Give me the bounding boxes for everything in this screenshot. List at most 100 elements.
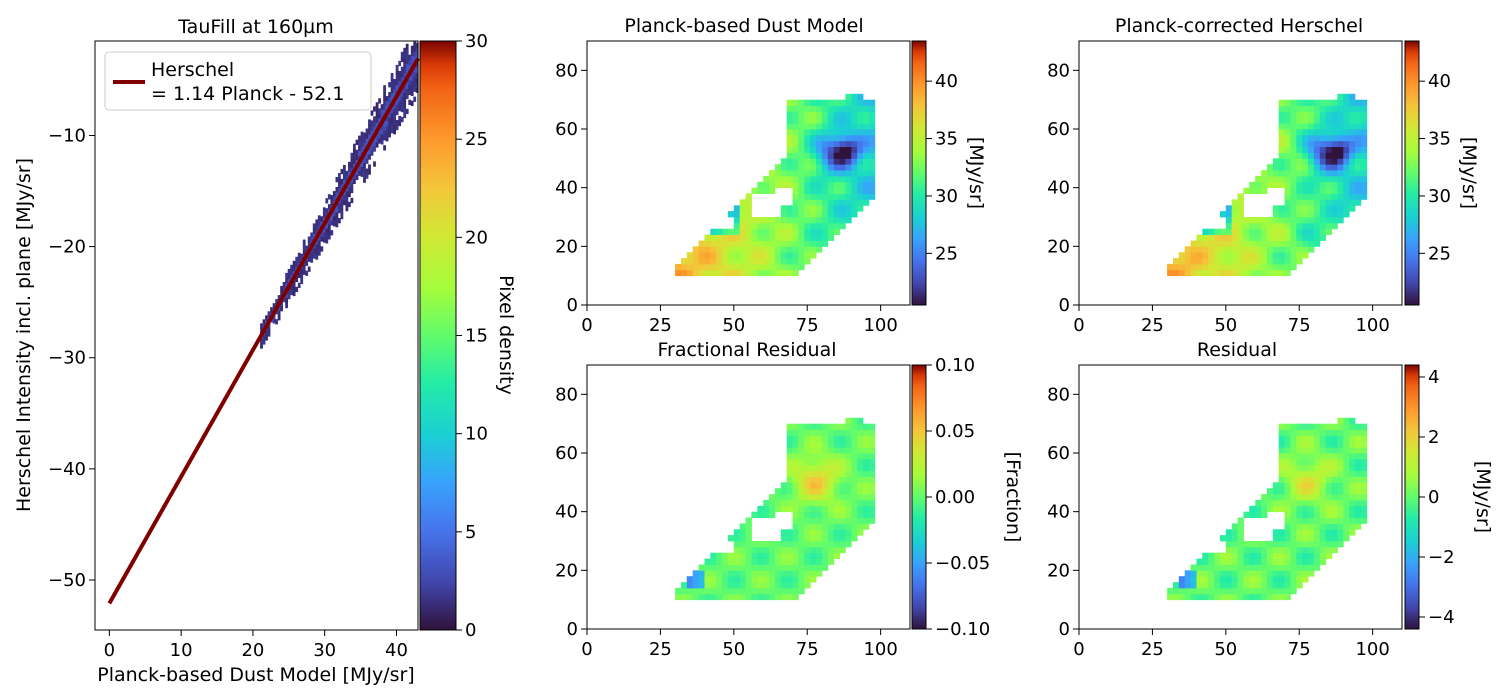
map-pixel bbox=[780, 205, 788, 212]
map-pixel bbox=[792, 535, 799, 542]
map-pixel bbox=[839, 464, 846, 471]
map-pixel bbox=[798, 470, 805, 477]
map-pixel bbox=[1313, 164, 1321, 171]
map-pixel bbox=[692, 570, 699, 577]
density-cell bbox=[305, 245, 309, 251]
map-pixel bbox=[1302, 435, 1309, 442]
map-pixel bbox=[1278, 593, 1285, 601]
map-pixel bbox=[1343, 417, 1350, 425]
map-pixel bbox=[1337, 158, 1344, 165]
map-pixel bbox=[1237, 558, 1244, 565]
map-pixel bbox=[1237, 263, 1244, 271]
density-cell bbox=[280, 291, 283, 297]
map-pixel bbox=[1278, 152, 1285, 159]
map-pixel bbox=[1349, 447, 1356, 454]
map-pixel bbox=[868, 458, 876, 466]
map-pixel bbox=[1349, 470, 1356, 477]
map-pixel bbox=[1302, 170, 1309, 177]
map-pixel bbox=[1331, 546, 1338, 554]
map-pixel bbox=[716, 240, 723, 247]
map-pixel bbox=[804, 582, 811, 589]
density-cell bbox=[363, 162, 366, 168]
map-pixel bbox=[851, 482, 858, 489]
map-pixel bbox=[1331, 205, 1338, 212]
density-cell bbox=[383, 120, 386, 126]
map-pixel bbox=[1202, 552, 1209, 559]
map-pixel bbox=[1219, 234, 1227, 241]
map-pixel bbox=[1337, 517, 1344, 524]
map-pixel bbox=[868, 117, 876, 124]
map-pixel bbox=[1284, 117, 1291, 124]
density-cell bbox=[350, 152, 354, 159]
map-pixel bbox=[757, 269, 764, 277]
map-pixel bbox=[1290, 187, 1297, 194]
y-tick-label: 80 bbox=[1047, 384, 1070, 405]
map-pixel bbox=[827, 511, 835, 518]
map-pixel bbox=[804, 552, 811, 559]
map-pixel bbox=[1184, 258, 1191, 265]
map-pixel bbox=[1173, 593, 1180, 601]
density-cell bbox=[292, 280, 296, 287]
map-pixel bbox=[1343, 464, 1350, 471]
map-pixel bbox=[1266, 228, 1274, 235]
map-pixel bbox=[810, 552, 817, 559]
map-pixel bbox=[780, 535, 788, 542]
colorbar-tick-label: 5 bbox=[465, 522, 476, 543]
map-pixel bbox=[1337, 470, 1344, 477]
map-pixel bbox=[786, 263, 793, 271]
colorbar-tick-label: 0 bbox=[1428, 487, 1439, 508]
map-pixel bbox=[722, 252, 729, 259]
map-pixel bbox=[839, 482, 846, 489]
density-cell bbox=[330, 215, 334, 221]
map-pixel bbox=[1360, 476, 1368, 483]
map-pixel bbox=[810, 158, 817, 165]
density-cell bbox=[315, 244, 319, 250]
map-pixel bbox=[786, 541, 793, 548]
density-cell bbox=[403, 47, 407, 54]
map-pixel bbox=[792, 164, 799, 171]
map-pixel bbox=[1325, 117, 1332, 124]
map-pixel bbox=[1319, 552, 1327, 559]
density-cell bbox=[375, 107, 379, 113]
map-pixel bbox=[1231, 246, 1238, 253]
map-pixel bbox=[1337, 134, 1344, 142]
map-pixel bbox=[1243, 558, 1250, 565]
map-pixel bbox=[857, 134, 864, 142]
map-pixel bbox=[710, 234, 717, 241]
map-pixel bbox=[1249, 576, 1256, 583]
map-pixel bbox=[1337, 193, 1344, 200]
map-pixel bbox=[1349, 511, 1356, 518]
map-pixel bbox=[780, 158, 788, 165]
map-pixel bbox=[1313, 146, 1321, 153]
map-pixel bbox=[839, 99, 846, 106]
map-pixel bbox=[1296, 423, 1303, 430]
density-cell bbox=[270, 307, 273, 313]
map-pixel bbox=[816, 211, 823, 218]
map-pixel bbox=[1214, 576, 1221, 583]
map-pixel bbox=[863, 464, 870, 471]
colorbar-tick-label: 10 bbox=[465, 424, 488, 445]
map-pixel bbox=[745, 587, 752, 595]
map-pixel bbox=[745, 523, 752, 530]
map-pixel bbox=[1343, 181, 1350, 189]
map-pixel bbox=[1296, 217, 1303, 224]
density-cell bbox=[295, 256, 299, 263]
map-pixel bbox=[1325, 222, 1332, 230]
map-pixel bbox=[704, 269, 711, 277]
map-pixel bbox=[804, 453, 811, 460]
map-pixel bbox=[1313, 523, 1321, 530]
density-cell bbox=[312, 228, 316, 234]
map-pixel bbox=[727, 535, 735, 542]
density-cell bbox=[380, 129, 384, 135]
map-pixel bbox=[1360, 447, 1368, 454]
density-cell bbox=[338, 188, 341, 194]
map-pixel bbox=[1225, 217, 1233, 224]
map-pixel bbox=[792, 564, 799, 571]
map-pixel bbox=[804, 511, 811, 518]
map-pixel bbox=[1284, 523, 1291, 530]
map-pixel bbox=[851, 458, 858, 466]
map-pixel bbox=[1349, 140, 1356, 147]
map-pixel bbox=[1302, 252, 1309, 259]
density-cell bbox=[267, 326, 271, 332]
map-pixel bbox=[774, 175, 782, 183]
